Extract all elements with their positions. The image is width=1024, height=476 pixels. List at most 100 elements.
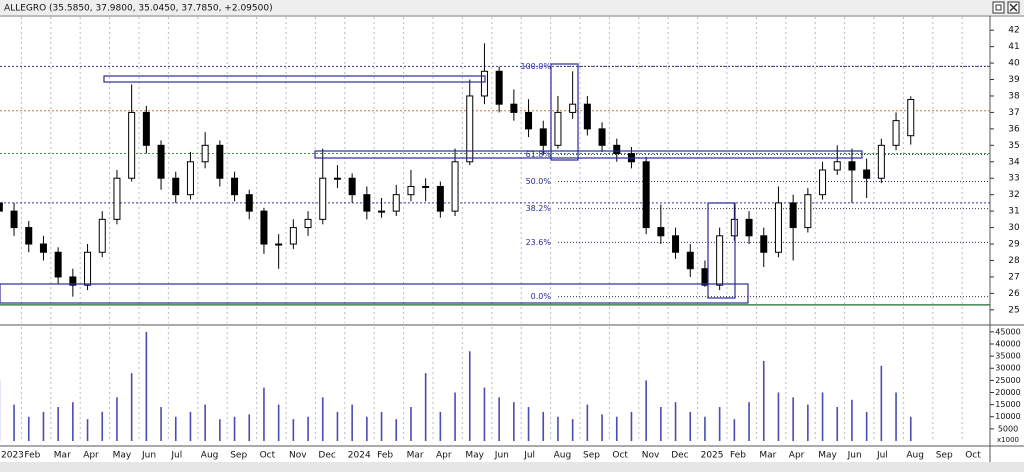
candle-body (319, 177, 327, 220)
x-tick-label: May (113, 451, 132, 461)
x-tick-label: 2024 (348, 451, 371, 461)
x-tick-label: May (818, 451, 837, 461)
y-tick-label: 42 (1008, 26, 1019, 36)
drawn-box (0, 283, 749, 304)
candle-body (69, 276, 77, 286)
drawn-box (707, 202, 736, 299)
candle-body (39, 243, 47, 253)
y-tick-label: 26 (1008, 289, 1020, 299)
candle-body (657, 227, 665, 237)
x-tick-label: Aug (201, 451, 219, 461)
y-tick-label: 40000 (995, 339, 1020, 348)
x-tick-label: Sep (230, 451, 247, 461)
x-tick-label: Apr (789, 451, 805, 461)
y-tick-label: 5000 (998, 424, 1018, 433)
candle-body (157, 144, 165, 179)
x-tick-label: Jul (523, 451, 535, 461)
candle-body (672, 235, 680, 253)
y-tick-label: 39 (1008, 75, 1020, 85)
y-tick-label: 32 (1008, 190, 1019, 200)
candle-body (774, 202, 782, 253)
candle-body (363, 194, 371, 212)
x-tick-label: Mar (759, 451, 776, 461)
candle-body (863, 169, 871, 179)
fib-label: 50.0% (526, 177, 552, 186)
candle-body (686, 251, 694, 270)
y-tick-label: 20000 (995, 388, 1020, 397)
candle-body (98, 218, 106, 253)
candle-body (436, 185, 444, 212)
status-bar (0, 462, 1024, 472)
title-bar (0, 0, 1024, 15)
x-tick-label: Jun (141, 451, 156, 461)
chart-title: ALLEGRO (35.5850, 37.9800, 35.0450, 37.7… (4, 4, 273, 14)
candle-body (10, 210, 18, 229)
x-tick-label: Aug (906, 451, 924, 461)
x-tick-label: Oct (260, 451, 276, 461)
candle-body (701, 268, 709, 286)
candle-body (84, 251, 92, 286)
volume-unit-label: x1000 (997, 436, 1019, 444)
candle-body (716, 235, 724, 286)
y-tick-label: 36 (1008, 124, 1020, 134)
candle-body (833, 161, 841, 171)
x-tick-label: Feb (24, 451, 40, 461)
y-tick-label: 30000 (995, 364, 1020, 373)
x-tick-label: Jun (494, 451, 509, 461)
x-tick-label: Nov (642, 451, 660, 461)
x-tick-label: Sep (936, 451, 953, 461)
candle-body (260, 210, 268, 245)
candle-body (0, 202, 3, 212)
candle-body (392, 194, 400, 212)
x-tick-label: Oct (612, 451, 628, 461)
candle-body (583, 103, 591, 130)
x-tick-label: Nov (289, 451, 307, 461)
x-tick-label: Feb (377, 451, 393, 461)
y-tick-label: 37 (1008, 108, 1019, 118)
candle-body (231, 177, 239, 196)
x-tick-label: Jul (170, 451, 182, 461)
candle-body (128, 111, 136, 179)
candle-body (289, 227, 297, 245)
y-tick-label: 40 (1008, 59, 1020, 69)
fib-label: 61.8% (526, 150, 552, 159)
candle-body (745, 218, 753, 237)
y-tick-label: 38 (1008, 91, 1020, 101)
candle-body (333, 177, 341, 180)
candle-body (378, 210, 386, 213)
candle-body (907, 99, 915, 137)
x-tick-label: Jun (847, 451, 862, 461)
candle-body (760, 235, 768, 253)
x-tick-label: Mar (407, 451, 424, 461)
y-tick-label: 10000 (995, 412, 1020, 421)
candle-body (407, 185, 415, 196)
candle-body (304, 218, 312, 229)
candle-body (819, 169, 827, 196)
x-tick-label: Apr (83, 451, 99, 461)
candle-body (510, 103, 518, 113)
fib-label: 38.2% (526, 204, 552, 213)
x-tick-label: Dec (318, 451, 335, 461)
y-tick-label: 35000 (995, 352, 1020, 361)
y-tick-label: 34 (1008, 157, 1020, 167)
fib-label: 100.0% (520, 62, 551, 71)
candle-body (554, 111, 562, 146)
candle-body (480, 70, 488, 97)
drawn-box (314, 150, 863, 159)
fib-label: 0.0% (531, 292, 552, 301)
x-tick-label: Apr (436, 451, 452, 461)
x-tick-label: May (465, 451, 484, 461)
candle-body (422, 185, 430, 188)
y-tick-label: 28 (1008, 256, 1020, 266)
candle-body (172, 177, 180, 196)
candle-body (201, 144, 209, 163)
x-tick-label: Jul (876, 451, 888, 461)
candle-body (466, 95, 474, 163)
candle-body (275, 243, 283, 246)
candle-body (877, 144, 885, 179)
y-tick-label: 27 (1008, 272, 1019, 282)
maximize-button[interactable] (992, 1, 1005, 14)
candle-body (348, 177, 356, 196)
y-tick-label: 25 (1008, 305, 1019, 315)
